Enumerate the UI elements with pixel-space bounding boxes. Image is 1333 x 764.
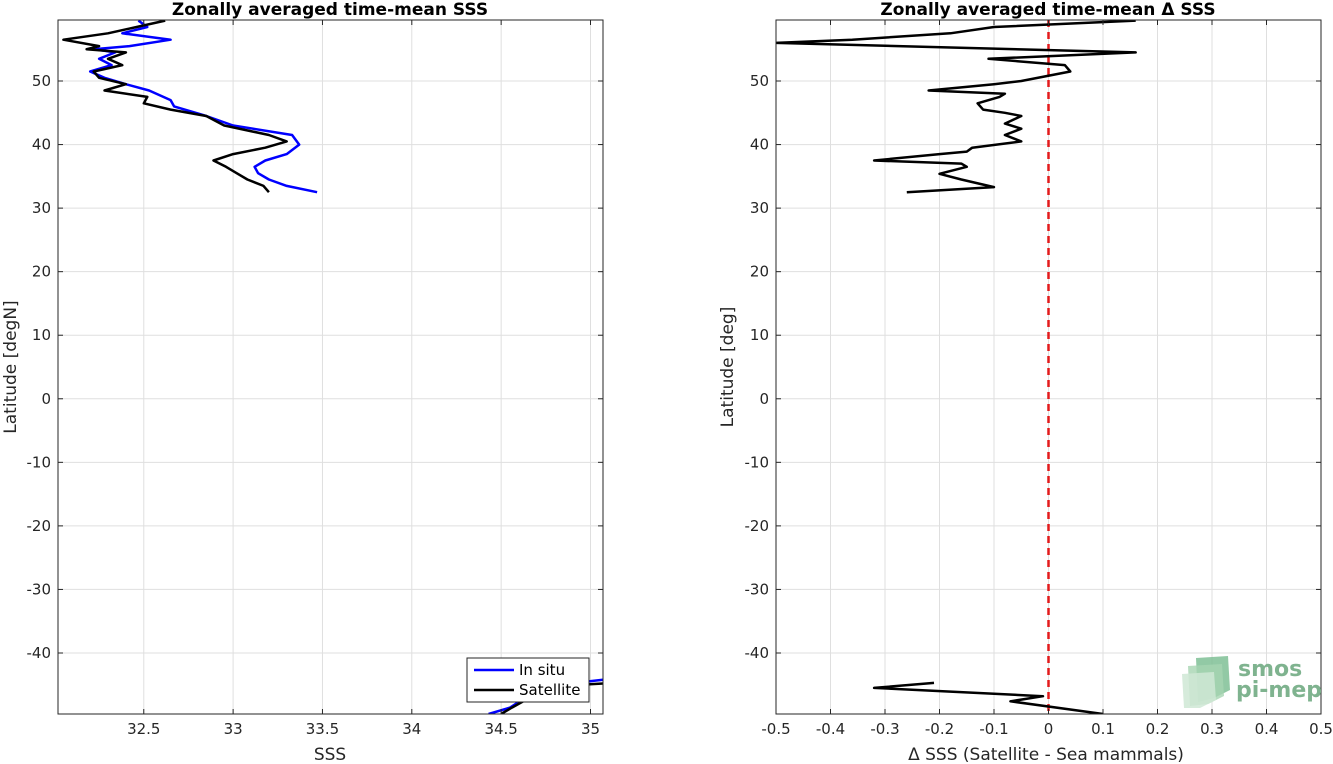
y-tick-label: 0: [41, 390, 51, 408]
series-line-south-delta-sss: [872, 681, 1104, 714]
y-tick-label: 10: [32, 326, 51, 344]
x-tick-label: 34.5: [484, 720, 517, 738]
chart-title: Zonally averaged time-mean SSS: [172, 0, 488, 20]
logo-line-2: pi-mep: [1236, 678, 1322, 703]
x-tick-label: 35: [581, 720, 600, 738]
x-axis-label: Δ SSS (Satellite - Sea mammals): [908, 745, 1184, 764]
x-tick-label: -0.3: [870, 720, 899, 738]
y-tick-label: 20: [750, 263, 769, 281]
x-tick-label: 0: [1044, 720, 1054, 738]
x-tick-label: 0.4: [1255, 720, 1279, 738]
y-tick-label: -10: [745, 453, 770, 471]
x-tick-label: 0.5: [1309, 720, 1333, 738]
series-line-satellite: [62, 20, 288, 194]
y-tick-label: -20: [27, 517, 52, 535]
logo-line-1: smos: [1238, 657, 1302, 682]
logo-waves-icon: [1182, 656, 1230, 708]
x-tick-label: 0.1: [1091, 720, 1115, 738]
x-tick-label: 33.5: [306, 720, 339, 738]
legend: In situ Satellite: [466, 657, 590, 703]
y-tick-label: -40: [27, 644, 52, 662]
chart-title: Zonally averaged time-mean Δ SSS: [880, 0, 1215, 20]
x-tick-label: 32.5: [127, 720, 160, 738]
y-tick-label: 40: [750, 136, 769, 154]
y-tick-label: -30: [27, 580, 52, 598]
x-tick-label: -0.4: [816, 720, 845, 738]
y-tick-label: 50: [32, 72, 51, 90]
y-axis-label: Latitude [degN]: [1, 300, 21, 433]
legend-box: [466, 657, 590, 703]
y-tick-label: 40: [32, 136, 51, 154]
tick-labels: 32.5 33 33.5 34 34.5 35 -40 -30 -20 -10 0 10 20 30 40 5…: [27, 20, 603, 738]
x-tick-label: -0.2: [925, 720, 954, 738]
y-axis-label: Latitude [deg]: [718, 307, 738, 428]
y-tick-label: -40: [745, 644, 770, 662]
y-tick-label: -10: [27, 453, 52, 471]
data-lines: [776, 20, 1137, 714]
delta-sss-chart: -0.5 -0.4 -0.3 -0.2 -0.1 0 0.1 0.2 0.3 0.4 0.5 -40 -…: [718, 0, 1333, 764]
legend-label-satellite: Satellite: [519, 681, 580, 699]
x-tick-label: -0.5: [761, 720, 790, 738]
plot-area: [58, 20, 603, 714]
y-tick-label: 20: [32, 263, 51, 281]
x-tick-label: 33: [224, 720, 243, 738]
y-tick-label: 30: [32, 199, 51, 217]
legend-label-in-situ: In situ: [519, 661, 565, 679]
x-tick-label: 0.2: [1146, 720, 1170, 738]
tick-labels: -0.5 -0.4 -0.3 -0.2 -0.1 0 0.1 0.2 0.3 0.4 0.5 -40 -…: [745, 20, 1333, 738]
series-line-delta-sss: [776, 20, 1137, 194]
x-tick-label: -0.1: [979, 720, 1008, 738]
x-tick-label: 34: [402, 720, 421, 738]
x-axis-label: SSS: [314, 745, 346, 764]
smos-pi-mep-logo: smos pi-mep: [1182, 656, 1322, 708]
y-tick-label: 0: [759, 390, 769, 408]
y-tick-label: 30: [750, 199, 769, 217]
x-tick-label: 0.3: [1200, 720, 1224, 738]
y-tick-label: 10: [750, 326, 769, 344]
y-tick-label: 50: [750, 72, 769, 90]
grid: [58, 20, 603, 714]
sss-chart: 32.5 33 33.5 34 34.5 35 -40 -30 -20 -10 0 10 20 30 40 5…: [1, 0, 604, 764]
axes-frame: [57, 19, 604, 715]
y-tick-label: -30: [745, 580, 770, 598]
y-tick-label: -20: [745, 517, 770, 535]
series-line-in-situ: [88, 20, 318, 194]
